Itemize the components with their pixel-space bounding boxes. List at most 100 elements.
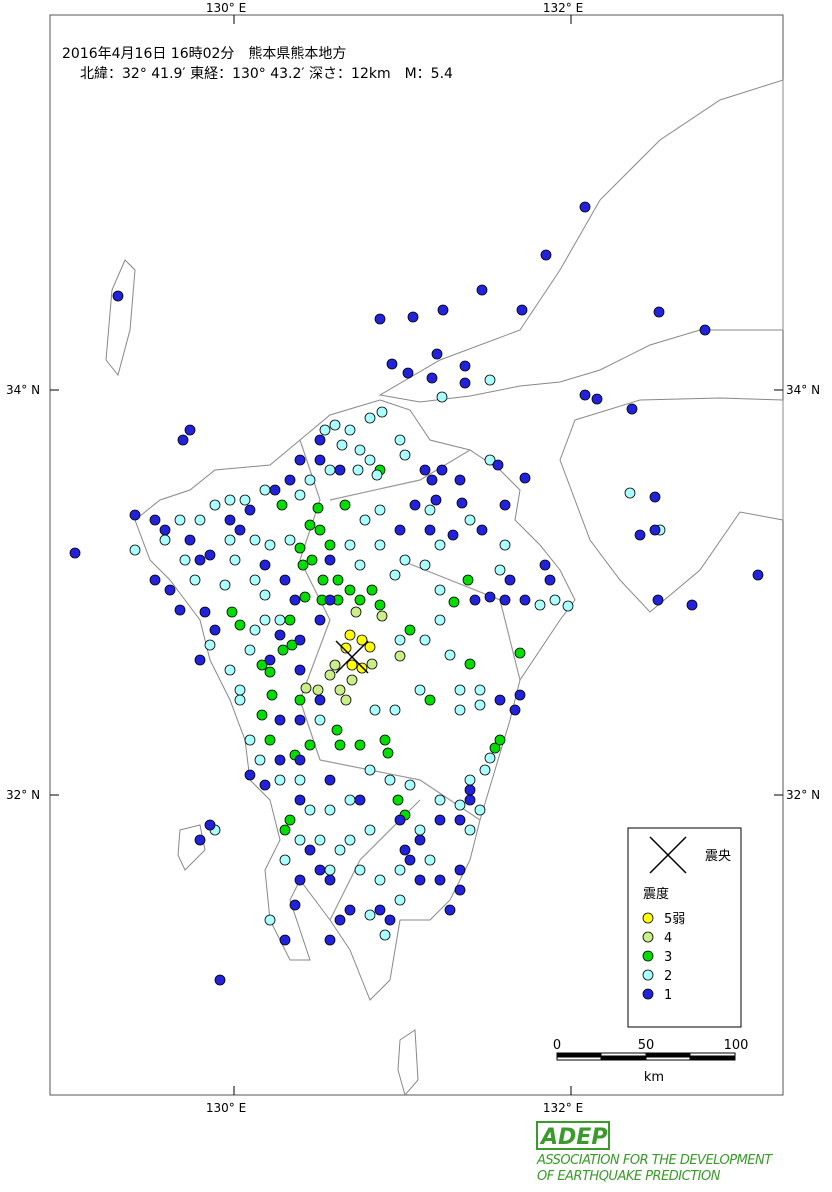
station-dot bbox=[354, 794, 366, 806]
station-dot bbox=[494, 564, 506, 576]
station-dot bbox=[374, 504, 386, 516]
station-dot bbox=[474, 804, 486, 816]
station-dot bbox=[354, 864, 366, 876]
station-dot bbox=[434, 584, 446, 596]
station-dot bbox=[179, 554, 191, 566]
station-dot bbox=[229, 554, 241, 566]
station-dot bbox=[329, 659, 341, 671]
station-dot bbox=[274, 754, 286, 766]
station-dot bbox=[314, 614, 326, 626]
station-dot bbox=[382, 747, 394, 759]
station-dot bbox=[464, 658, 476, 670]
station-dot bbox=[752, 569, 764, 581]
station-dot bbox=[324, 864, 336, 876]
station-dot bbox=[499, 594, 511, 606]
station-dot bbox=[374, 874, 386, 886]
station-dot bbox=[414, 874, 426, 886]
station-dot bbox=[346, 659, 358, 671]
scale-unit: km bbox=[644, 1070, 664, 1085]
station-dot bbox=[437, 304, 449, 316]
station-dot bbox=[149, 574, 161, 586]
station-dot bbox=[259, 589, 271, 601]
station-dot bbox=[294, 834, 306, 846]
station-dot bbox=[277, 644, 289, 656]
station-dot bbox=[199, 606, 211, 618]
station-dot bbox=[519, 472, 531, 484]
station-dot bbox=[324, 934, 336, 946]
station-dot bbox=[394, 650, 406, 662]
station-dot bbox=[344, 424, 356, 436]
station-dot bbox=[209, 624, 221, 636]
station-dot bbox=[344, 584, 356, 596]
station-dot bbox=[194, 654, 206, 666]
station-dot bbox=[371, 469, 383, 481]
station-dot bbox=[626, 403, 638, 415]
station-dot bbox=[394, 634, 406, 646]
header-line: 北緯：32° 41.9′ 東経：130° 43.2′ 深さ：12km M：5.4 bbox=[80, 66, 453, 82]
station-dot bbox=[364, 412, 376, 424]
station-dot bbox=[364, 641, 376, 653]
station-dot bbox=[686, 599, 698, 611]
station-dot bbox=[494, 734, 506, 746]
station-dot bbox=[312, 502, 324, 514]
station-dot bbox=[448, 596, 460, 608]
station-dot bbox=[234, 684, 246, 696]
station-dot bbox=[484, 374, 496, 386]
station-dot bbox=[424, 854, 436, 866]
station-dot bbox=[279, 854, 291, 866]
station-dot bbox=[184, 424, 196, 436]
station-dot bbox=[339, 499, 351, 511]
station-dot bbox=[224, 664, 236, 676]
logo-box bbox=[536, 1121, 610, 1150]
station-dot bbox=[259, 614, 271, 626]
legend-swatch bbox=[642, 969, 654, 981]
station-dot bbox=[324, 669, 336, 681]
station-dot bbox=[392, 794, 404, 806]
station-dot bbox=[464, 784, 476, 796]
station-dot bbox=[386, 358, 398, 370]
station-dot bbox=[234, 524, 246, 536]
station-dot bbox=[184, 534, 196, 546]
station-dot bbox=[294, 694, 306, 706]
graticule-ticks bbox=[50, 15, 783, 1095]
station-dot bbox=[434, 614, 446, 626]
station-dot bbox=[624, 487, 636, 499]
station-dot bbox=[399, 554, 411, 566]
station-dot bbox=[264, 654, 276, 666]
station-dot bbox=[314, 434, 326, 446]
station-dot bbox=[194, 554, 206, 566]
legend-swatch bbox=[642, 950, 654, 962]
station-dot bbox=[286, 639, 298, 651]
station-dot bbox=[294, 774, 306, 786]
station-dot bbox=[399, 844, 411, 856]
station-dot bbox=[112, 290, 124, 302]
station-dot bbox=[334, 464, 346, 476]
lon-label: 130° E bbox=[206, 1101, 246, 1115]
station-dot bbox=[224, 494, 236, 506]
station-dot bbox=[424, 504, 436, 516]
legend-swatch bbox=[642, 988, 654, 1000]
station-dot bbox=[344, 904, 356, 916]
station-dot bbox=[304, 844, 316, 856]
station-dot bbox=[294, 664, 306, 676]
lat-label: 32° N bbox=[786, 788, 820, 802]
station-dot bbox=[369, 704, 381, 716]
station-dot bbox=[334, 739, 346, 751]
scale-label: 50 bbox=[638, 1038, 655, 1053]
legend-epicenter: 震央 bbox=[705, 849, 731, 864]
lon-label: 130° E bbox=[206, 1, 246, 15]
station-dot bbox=[352, 464, 364, 476]
station-dot bbox=[324, 774, 336, 786]
station-dot bbox=[304, 519, 316, 531]
station-dot bbox=[314, 864, 326, 876]
station-dot bbox=[314, 714, 326, 726]
station-dot bbox=[244, 504, 256, 516]
station-dot bbox=[204, 549, 216, 561]
station-dot bbox=[324, 804, 336, 816]
legend-label: 3 bbox=[664, 950, 672, 965]
station-dot bbox=[476, 284, 488, 296]
station-dot bbox=[404, 854, 416, 866]
scale-label: 100 bbox=[724, 1038, 749, 1053]
station-dot bbox=[379, 929, 391, 941]
station-dot bbox=[289, 594, 301, 606]
